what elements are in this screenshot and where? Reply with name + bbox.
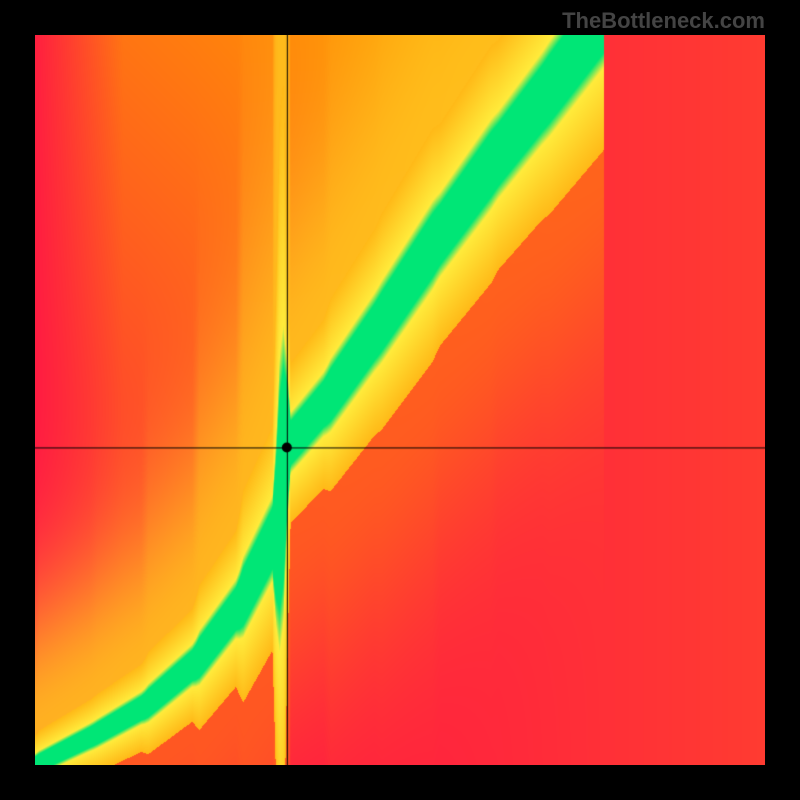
attribution-text: TheBottleneck.com <box>562 8 765 34</box>
bottleneck-heatmap <box>35 35 765 765</box>
